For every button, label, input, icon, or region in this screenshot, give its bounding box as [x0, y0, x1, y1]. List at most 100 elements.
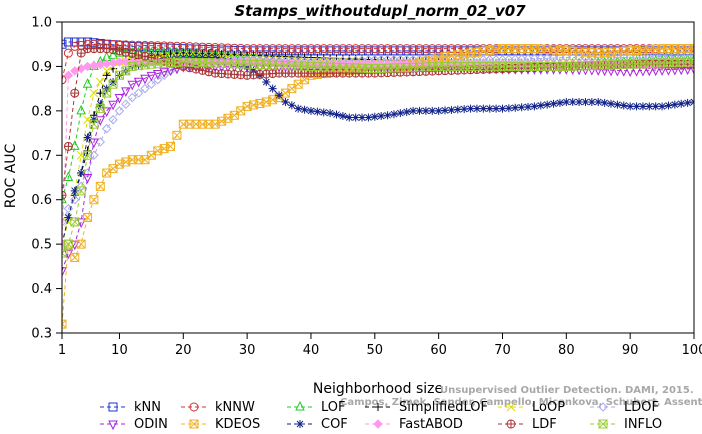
point-knnw-47 — [351, 44, 361, 54]
point-knn-60 — [434, 46, 444, 56]
legend-marker-loop — [506, 402, 516, 412]
point-knn-57 — [414, 46, 424, 56]
point-cof-36 — [281, 97, 290, 106]
legend-label-fastabod: FastABOD — [399, 417, 463, 432]
point-cof-45 — [338, 112, 347, 121]
legend-item-cof: COF — [287, 417, 348, 432]
point-knnw-49 — [363, 44, 373, 54]
point-odin-12 — [127, 80, 138, 91]
point-cof-53 — [389, 110, 398, 119]
point-knn-48 — [357, 46, 367, 56]
point-cof-83 — [581, 97, 590, 106]
watermark-line-2: Campos, Zimek, Sander, Campello, Micenko… — [340, 397, 702, 408]
legend-marker-odin — [108, 420, 118, 431]
point-ldf-1 — [62, 190, 67, 200]
point-cof-91 — [632, 102, 641, 111]
legend-item-simplifiedlof: SimplifiedLOF — [365, 400, 488, 415]
series-kdeos — [62, 44, 694, 329]
legend-label-loop: LoOP — [532, 400, 565, 415]
point-ldof-9 — [108, 115, 118, 125]
point-knn-49 — [363, 46, 373, 56]
point-cof-66 — [472, 104, 481, 113]
point-ldof-16 — [153, 75, 163, 85]
legend-item-knn: kNN — [100, 400, 161, 415]
series-line-odin — [62, 65, 694, 271]
point-loop-8 — [102, 66, 112, 76]
point-cof-87 — [607, 99, 616, 108]
point-knnw-52 — [383, 44, 393, 54]
y-tick-label-0.6: 0.6 — [31, 193, 52, 208]
point-cof-68 — [485, 104, 494, 113]
point-odin-5 — [82, 174, 93, 184]
plot-frame — [61, 21, 695, 334]
point-cof-62 — [447, 105, 456, 114]
point-ldof-1 — [62, 217, 67, 227]
legend-marker-kdeos — [189, 419, 199, 429]
x-tick-label-70: 70 — [494, 343, 511, 358]
point-knnw-54 — [395, 44, 405, 54]
legend: kNN kNNW LOF SimplifiedLOF LoOP LDOF ODIN KDEOS… — [100, 400, 662, 432]
point-knnw-37 — [287, 44, 297, 54]
point-fastabod-2 — [63, 70, 74, 81]
point-cof-60 — [434, 106, 443, 115]
point-cof-86 — [600, 98, 609, 107]
point-cof-55 — [402, 107, 411, 116]
point-cof-54 — [396, 109, 405, 118]
point-fastabod-10 — [114, 57, 125, 67]
x-tick-label-40: 40 — [303, 343, 320, 358]
point-ldof-8 — [101, 123, 112, 134]
y-tick-label-0.9: 0.9 — [31, 60, 52, 75]
series-line-simplifiedlof — [62, 52, 694, 245]
legend-item-knnw: kNNW — [181, 400, 255, 415]
point-inflo-8 — [102, 88, 112, 98]
point-knnw-51 — [376, 44, 386, 54]
point-cof-93 — [645, 102, 654, 111]
point-cof-78 — [549, 99, 558, 108]
legend-label-cof: COF — [321, 417, 348, 432]
point-ldof-17 — [159, 70, 169, 81]
y-tick-label-1: 1.0 — [31, 16, 52, 31]
point-kdeos-100 — [689, 44, 694, 54]
point-cof-70 — [498, 104, 507, 113]
point-knnw-60 — [434, 44, 444, 54]
legend-marker-knnw — [189, 402, 199, 412]
point-knnw-43 — [325, 44, 335, 54]
point-knnw-58 — [421, 44, 431, 54]
point-knnw-56 — [408, 44, 418, 54]
point-knnw-15 — [146, 41, 156, 51]
point-odin-6 — [89, 138, 99, 149]
point-cof-2 — [64, 213, 73, 222]
point-ldof-11 — [121, 99, 131, 109]
point-knn-54 — [395, 46, 405, 56]
point-knn-47 — [351, 46, 361, 56]
point-cof-81 — [568, 97, 577, 106]
point-knnw-38 — [293, 44, 303, 54]
legend-label-knnw: kNNW — [215, 400, 255, 415]
point-cof-77 — [543, 100, 552, 109]
x-tick-label-90: 90 — [622, 343, 639, 358]
point-odin-17 — [159, 68, 169, 78]
point-cof-52 — [383, 111, 392, 120]
point-knnw-62 — [446, 44, 456, 54]
y-tick-label-0.5: 0.5 — [31, 238, 52, 253]
point-kdeos-19 — [172, 130, 182, 140]
point-cof-41 — [313, 107, 322, 116]
point-knnw-42 — [319, 44, 329, 54]
axes: 1 10 20 30 40 50 60 70 80 90 100 0.3 0.4 0.5 0.6 0.7 0.8… — [31, 16, 702, 359]
x-tick-label-10: 10 — [111, 343, 128, 358]
point-ldof-100 — [689, 50, 694, 61]
point-ldf-24 — [204, 67, 214, 77]
legend-item-ldf: LDF — [498, 417, 557, 432]
point-cof-97 — [670, 100, 679, 109]
point-cof-37 — [287, 101, 296, 110]
x-tick-label-80: 80 — [558, 343, 575, 358]
point-knnw-3 — [70, 41, 80, 51]
series-odin — [62, 62, 694, 277]
x-tick-label-1: 1 — [58, 343, 66, 358]
point-cof-50 — [370, 112, 379, 121]
point-knn-51 — [376, 46, 386, 56]
point-knnw-57 — [414, 44, 424, 54]
legend-label-ldf: LDF — [532, 417, 557, 432]
point-cof-3 — [70, 186, 79, 195]
